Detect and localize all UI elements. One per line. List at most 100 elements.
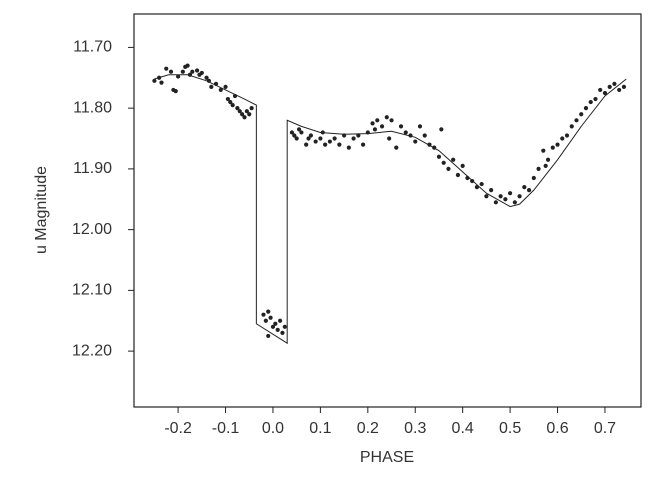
- data-point: [394, 145, 399, 150]
- data-point: [446, 166, 451, 171]
- y-tick-label: 11.70: [73, 39, 112, 56]
- data-point: [266, 333, 271, 339]
- data-point: [436, 154, 442, 159]
- data-point: [306, 136, 311, 141]
- data-point: [242, 115, 247, 120]
- data-point: [612, 81, 617, 86]
- data-point: [218, 87, 223, 93]
- data-point: [164, 66, 169, 71]
- data-point: [289, 130, 295, 135]
- data-point: [583, 106, 589, 111]
- data-point: [282, 324, 287, 329]
- data-point: [588, 99, 593, 105]
- data-point: [451, 157, 456, 162]
- x-tick-label: 0.1: [309, 420, 331, 437]
- data-point: [268, 315, 273, 320]
- data-point: [299, 130, 304, 135]
- data-point: [422, 133, 427, 138]
- data-point: [277, 318, 283, 323]
- data-point: [621, 84, 627, 89]
- data-point: [531, 175, 536, 181]
- data-point: [569, 124, 574, 129]
- data-point: [439, 127, 444, 132]
- data-point: [536, 166, 541, 171]
- data-point: [602, 90, 608, 96]
- y-tick-label: 12.00: [72, 221, 112, 238]
- x-tick-label: 0.6: [546, 420, 568, 437]
- data-point: [508, 191, 513, 196]
- data-point: [489, 188, 494, 193]
- data-point: [398, 124, 404, 129]
- data-point: [304, 142, 309, 147]
- data-point: [413, 139, 418, 144]
- data-point: [579, 112, 584, 117]
- data-point: [327, 139, 332, 144]
- x-axis-label: PHASE: [360, 449, 414, 466]
- data-point: [337, 142, 342, 147]
- x-tick-label: 0.2: [357, 420, 379, 437]
- data-point: [479, 181, 484, 187]
- data-point: [159, 80, 164, 85]
- data-point: [313, 139, 318, 144]
- data-point: [225, 96, 231, 102]
- data-point: [607, 84, 612, 89]
- data-point: [261, 312, 266, 317]
- data-point: [240, 112, 245, 117]
- y-tick-label: 11.90: [73, 160, 112, 177]
- data-point: [318, 136, 323, 141]
- y-tick-label: 11.80: [73, 99, 112, 116]
- x-tick-label: 0.0: [262, 420, 284, 437]
- data-point: [280, 330, 285, 335]
- data-point: [223, 84, 228, 89]
- data-point: [230, 103, 235, 108]
- data-point: [484, 194, 489, 199]
- data-point: [574, 118, 579, 123]
- data-point: [180, 69, 185, 74]
- data-point: [332, 136, 337, 141]
- data-point: [292, 133, 297, 138]
- data-point: [372, 127, 378, 132]
- data-point: [517, 194, 522, 199]
- x-tick-label: -0.1: [212, 420, 240, 437]
- y-tick-label: 12.10: [72, 282, 112, 299]
- data-point: [194, 68, 200, 73]
- data-point: [370, 121, 375, 126]
- data-point: [296, 127, 302, 132]
- data-point: [323, 142, 328, 147]
- data-point: [593, 96, 598, 102]
- data-point: [308, 133, 314, 138]
- data-point: [247, 112, 252, 117]
- data-point: [249, 106, 254, 111]
- data-point: [441, 160, 446, 165]
- data-point: [598, 87, 603, 93]
- data-point: [403, 130, 408, 135]
- data-point: [455, 172, 461, 178]
- data-point: [526, 188, 532, 193]
- data-point: [498, 194, 503, 199]
- data-point: [493, 200, 498, 205]
- data-point: [173, 89, 178, 94]
- data-point: [263, 318, 268, 323]
- data-point: [550, 145, 555, 150]
- data-point: [379, 124, 385, 129]
- data-point: [503, 197, 508, 202]
- data-point: [417, 124, 423, 129]
- data-point: [617, 87, 622, 93]
- data-point: [204, 75, 209, 80]
- data-point: [384, 115, 389, 120]
- data-point: [235, 106, 240, 111]
- data-point: [185, 63, 190, 68]
- x-tick-label: -0.2: [164, 420, 192, 437]
- data-point: [190, 69, 195, 74]
- data-point: [512, 200, 517, 205]
- data-point: [389, 118, 394, 123]
- data-point: [152, 78, 157, 83]
- data-point: [555, 142, 560, 147]
- data-point: [543, 163, 548, 168]
- data-point: [209, 84, 214, 89]
- data-point: [522, 185, 527, 190]
- x-tick-label: 0.5: [499, 420, 521, 437]
- data-point: [560, 136, 565, 141]
- data-point: [460, 163, 465, 168]
